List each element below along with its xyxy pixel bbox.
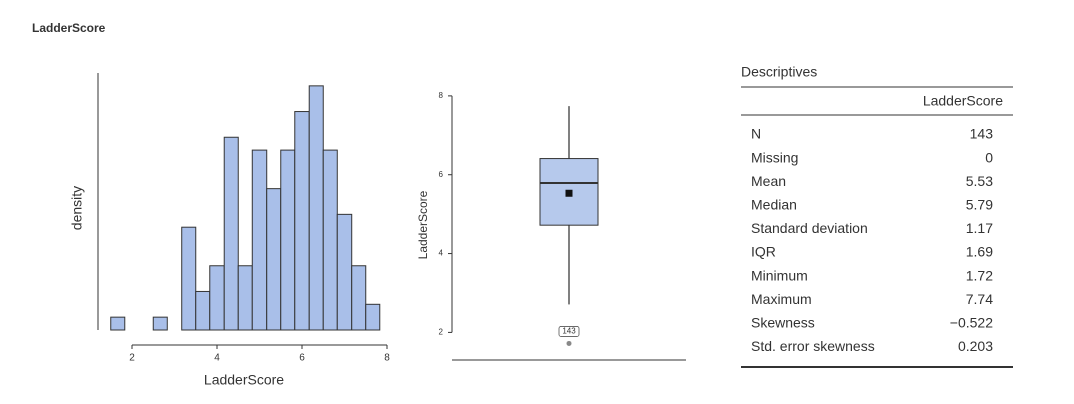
bar [237, 265, 253, 331]
bar [365, 303, 381, 331]
row-label: Standard deviation [751, 220, 868, 236]
x-axis-label: LadderScore [204, 372, 284, 388]
bar [336, 213, 353, 331]
bar [152, 316, 168, 331]
outlier-label: 143 [562, 327, 576, 336]
table-title: Descriptives [741, 64, 817, 80]
row-label: Missing [751, 149, 798, 165]
y-tick-label: 2 [439, 328, 444, 337]
cell-value: −0.522 [950, 315, 993, 331]
bar [110, 316, 126, 331]
y-tick-label: 4 [439, 249, 444, 258]
cell-value: 0.203 [958, 338, 993, 354]
cell-value: 143 [970, 126, 994, 142]
cell-value: 1.72 [966, 267, 993, 283]
row-label: Minimum [751, 267, 808, 283]
bar [280, 149, 296, 331]
cell-value: 0 [985, 149, 993, 165]
cell-value: 1.69 [966, 244, 993, 260]
bar [266, 188, 282, 331]
row-label: Std. error skewness [751, 338, 875, 354]
bar [294, 111, 310, 331]
row-label: N [751, 126, 761, 142]
heading: LadderScore [32, 21, 106, 35]
row-label: Maximum [751, 291, 812, 307]
y-axis-label: LadderScore [416, 190, 430, 259]
x-tick-label: 8 [384, 353, 390, 364]
y-axis-label: density [69, 186, 85, 230]
x-tick-label: 6 [299, 353, 305, 364]
cell-value: 5.53 [966, 173, 993, 189]
outlier-tag [558, 326, 580, 337]
row-label: Median [751, 197, 797, 213]
x-tick-label: 4 [214, 353, 220, 364]
mean [565, 189, 573, 197]
bar [322, 149, 338, 331]
y-tick-label: 6 [439, 170, 444, 179]
row-label: IQR [751, 244, 776, 260]
bar [181, 226, 197, 331]
y-tick-label: 8 [439, 91, 444, 100]
column-header: LadderScore [923, 93, 1003, 109]
x-tick-label: 2 [129, 353, 135, 364]
row-label: Skewness [751, 315, 815, 331]
row-label: Mean [751, 173, 786, 189]
bar [308, 85, 324, 331]
bar [351, 265, 367, 331]
bar [195, 290, 211, 331]
cell-value: 5.79 [966, 197, 993, 213]
bar [223, 136, 239, 331]
outlier [566, 340, 572, 346]
cell-value: 1.17 [966, 220, 993, 236]
cell-value: 7.74 [966, 291, 993, 307]
bar [209, 265, 225, 331]
bar [251, 149, 268, 331]
